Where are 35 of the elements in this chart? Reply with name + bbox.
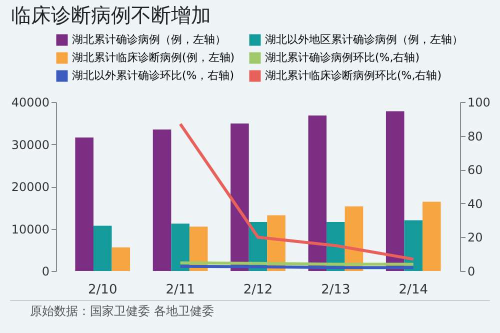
y-tick-label: 40000 xyxy=(11,96,50,110)
bar xyxy=(93,226,112,271)
y-tick-label: 0 xyxy=(42,264,50,278)
bar xyxy=(404,220,423,271)
chart-title: 临床诊断病例不断增加 xyxy=(10,3,211,27)
line-series xyxy=(178,122,415,261)
bar xyxy=(112,247,130,271)
y2-tick-label: 0 xyxy=(468,264,476,278)
y2-tick-label: 100 xyxy=(468,96,490,110)
text: 原始数据：国家卫健委 各地卫健委 xyxy=(10,300,490,322)
bar xyxy=(308,116,327,271)
y2-tick-label: 80 xyxy=(468,129,483,144)
y2-tick-label: 20 xyxy=(468,230,483,245)
legend-label: 湖北累计确诊病例（例，左轴） xyxy=(72,33,226,46)
y-tick-label: 30000 xyxy=(11,138,50,152)
legend-label: 湖北以外地区累计确诊病例（例，左轴） xyxy=(265,33,463,46)
legend-label: 湖北累计临床诊断病例(例，左轴) xyxy=(72,51,235,64)
y2-tick-label: 40 xyxy=(468,196,483,211)
bar xyxy=(171,224,190,271)
legend-label: 湖北以外累计确诊环比(%，右轴) xyxy=(72,69,234,82)
bar xyxy=(230,124,249,271)
x-tick-label: 2/12 xyxy=(243,282,273,298)
bar xyxy=(75,137,94,271)
legend-label: 湖北累计临床诊断病例环比(%,右轴) xyxy=(265,69,442,82)
bar xyxy=(422,202,441,271)
x-tick-label: 2/11 xyxy=(166,282,195,298)
bar xyxy=(152,129,172,271)
y2-tick-label: 60 xyxy=(468,163,483,178)
bar xyxy=(386,111,404,271)
legend-label: 湖北累计确诊病例环比(%,右轴) xyxy=(265,51,420,64)
y-tick-label: 10000 xyxy=(11,222,50,236)
y-tick-label: 20000 xyxy=(11,180,50,194)
x-tick-label: 2/10 xyxy=(88,282,118,298)
x-tick-label: 2/14 xyxy=(398,282,428,298)
x-tick-label: 2/13 xyxy=(321,282,350,298)
